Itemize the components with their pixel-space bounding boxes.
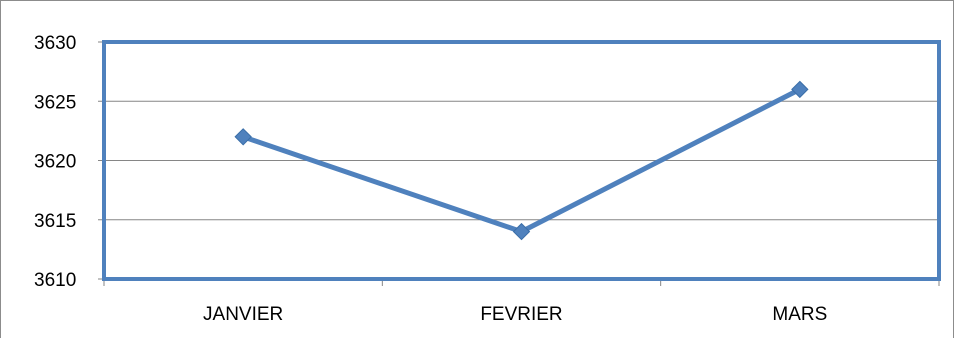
y-tick-label: 3615 — [34, 211, 76, 232]
y-tick-label: 3625 — [34, 92, 76, 113]
series-layer — [234, 80, 809, 241]
x-tick-label: JANVIER — [203, 304, 283, 325]
x-tick-label: FEVRIER — [480, 304, 562, 325]
y-tick-label: 3620 — [34, 152, 76, 173]
x-axis-tick-labels: JANVIER FEVRIER MARS — [203, 304, 827, 325]
axes — [102, 40, 941, 286]
plot-area-border — [102, 40, 941, 281]
data-point-marker — [791, 80, 809, 99]
y-tick-label: 3610 — [34, 270, 76, 291]
y-tick-label: 3630 — [34, 33, 76, 54]
x-tick-label: MARS — [772, 304, 827, 325]
gridlines — [98, 41, 939, 280]
data-point-marker — [234, 128, 252, 146]
data-point-marker — [512, 222, 531, 241]
y-axis-tick-labels: 3610 3615 3620 3625 3630 — [34, 33, 76, 291]
